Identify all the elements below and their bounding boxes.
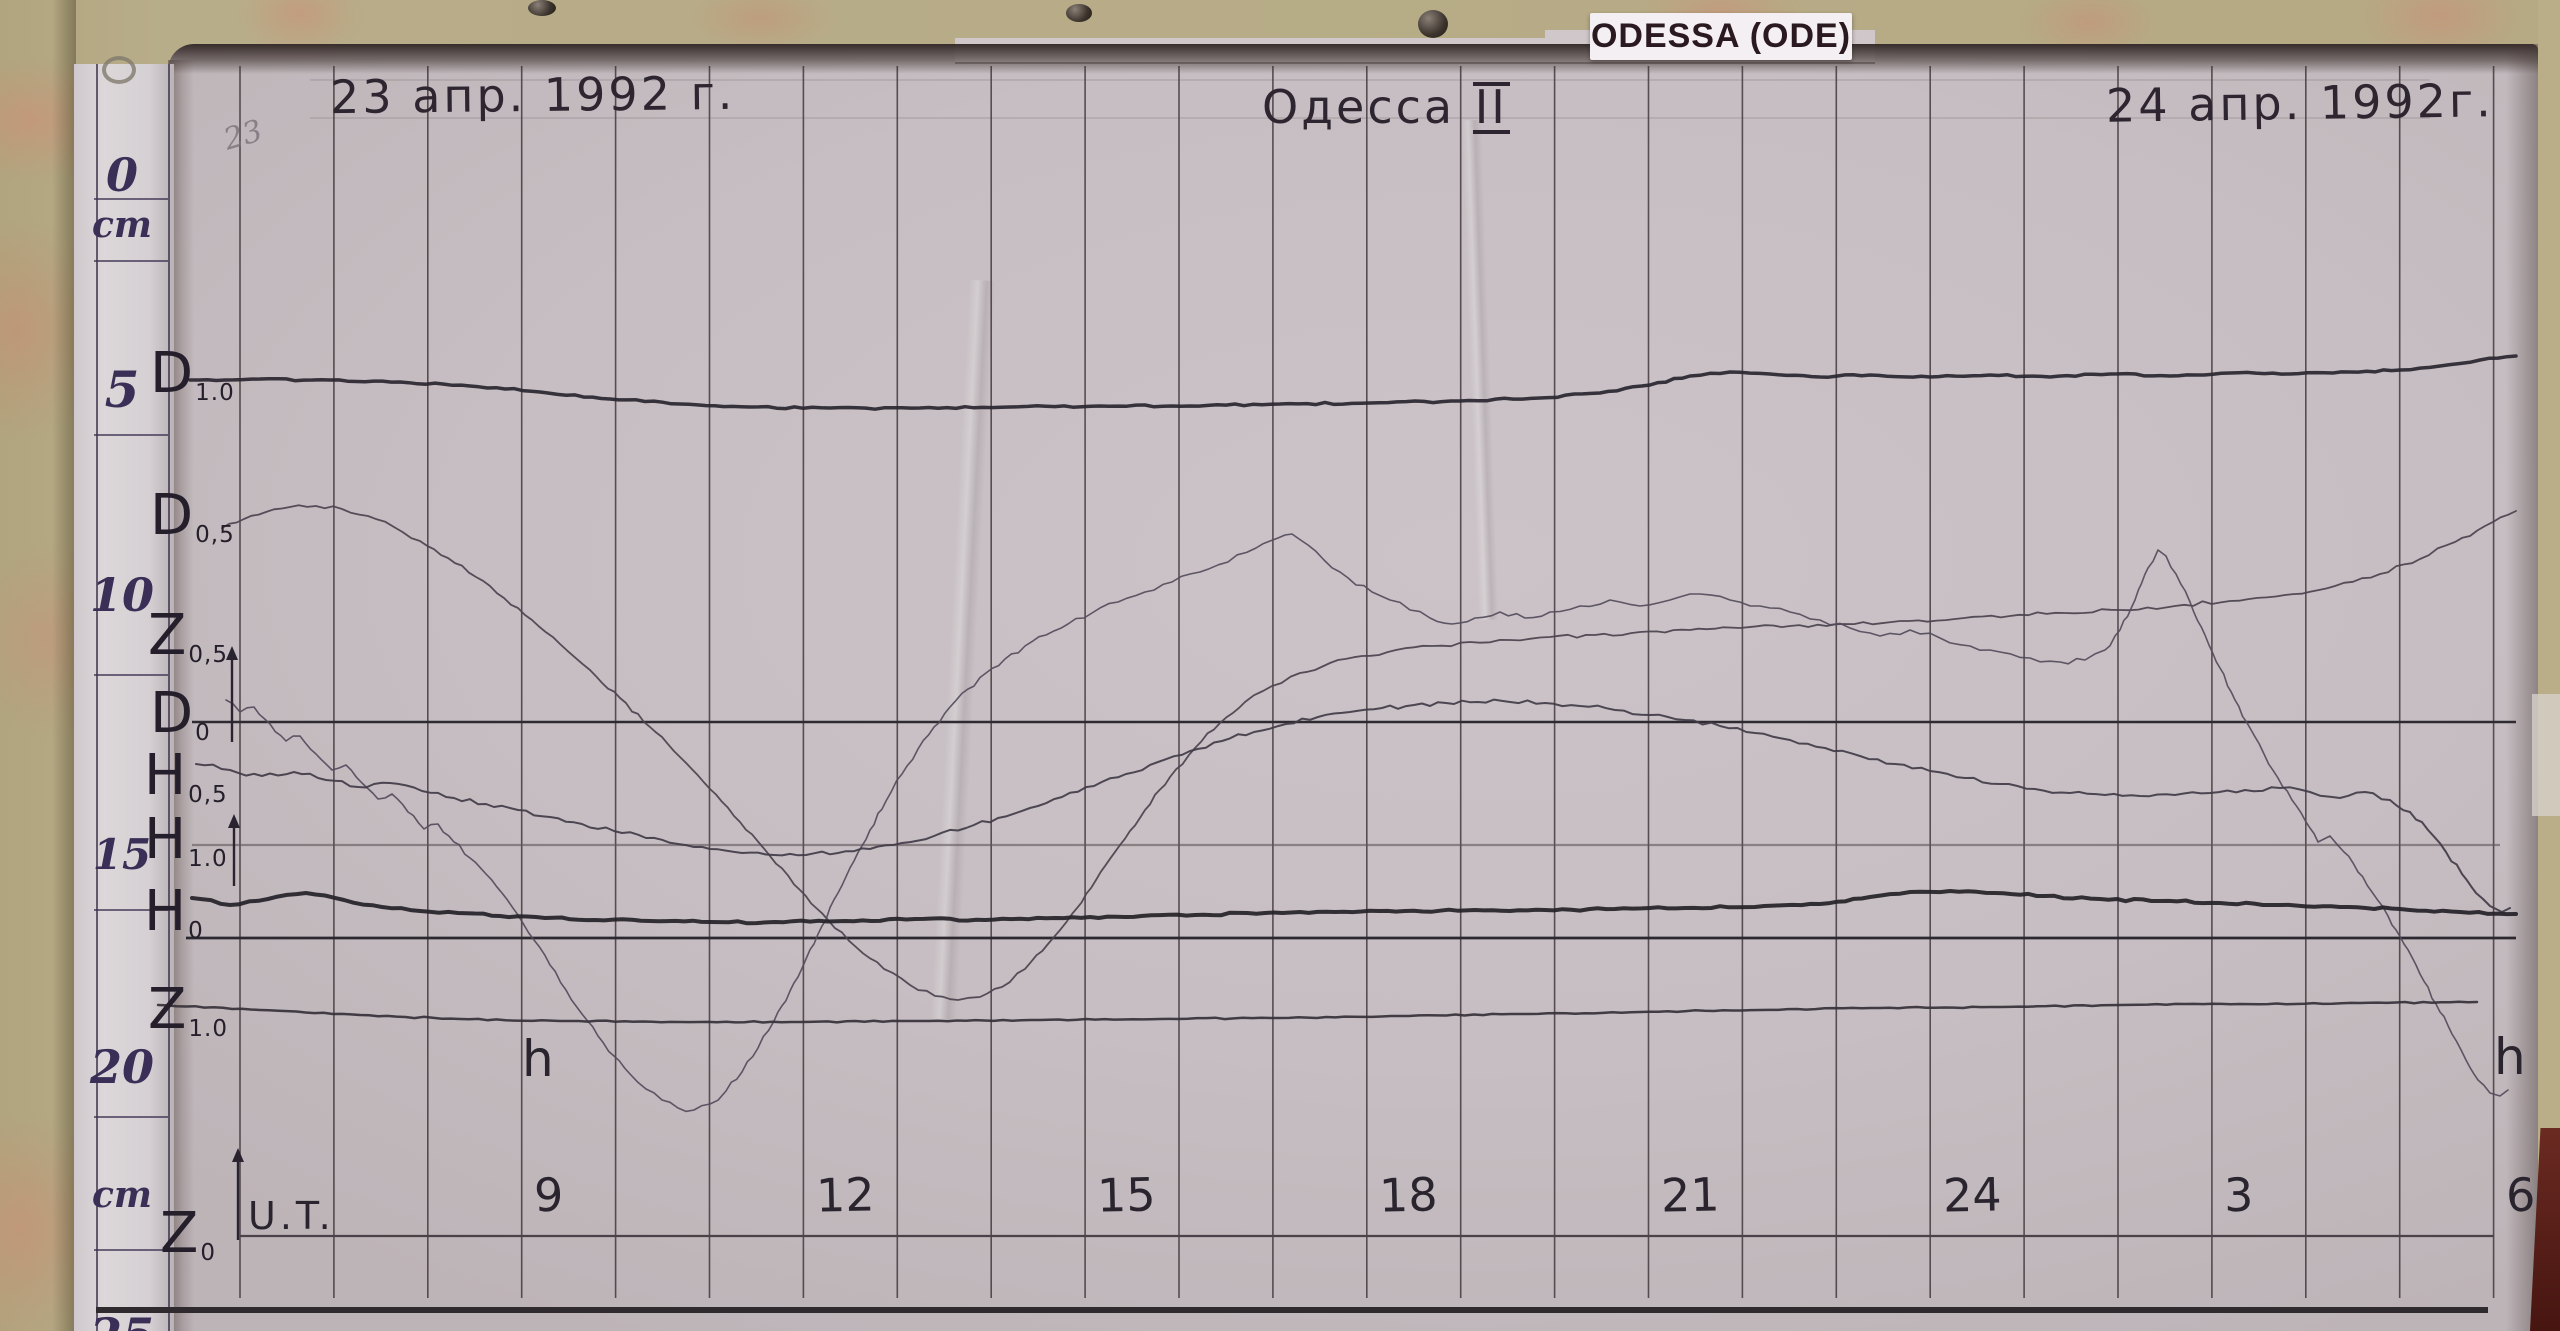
paper-right-edge: [2506, 44, 2540, 1331]
wall-gap-highlight: [2532, 694, 2560, 816]
trace-subscript: 0: [188, 918, 204, 944]
trace-H10: [190, 889, 2518, 926]
cm-ruler: 0cm5101520cm25: [74, 64, 174, 1331]
trace-label-H0,5: H 0,5: [144, 743, 228, 809]
ruler-separator: [94, 260, 168, 262]
trace-subscript: 0: [200, 1240, 217, 1266]
ut-axis-label: U.T.: [248, 1194, 335, 1238]
trace-letter: D: [150, 483, 194, 548]
trace-label-Z1.0: Z 1.0: [148, 977, 228, 1043]
trace-subscript: 0,5: [195, 522, 235, 548]
paper-top-shadow: [168, 44, 2538, 74]
ruler-mark: 15: [92, 830, 152, 879]
wall-shadow: [52, 0, 76, 1331]
trace-subscript: 1.0: [188, 846, 228, 872]
trace-letter: D: [150, 341, 194, 406]
hour-tick-label: 9: [533, 1167, 564, 1223]
ruler-mark: 20: [89, 1040, 154, 1094]
Z05-arrow-head: [226, 646, 238, 660]
trace-letter: Z: [148, 603, 187, 668]
trace-D05: [221, 504, 2517, 1001]
hour-tick-label: 12: [815, 1167, 876, 1223]
ruler-separator: [94, 674, 168, 676]
ruler-border: [96, 64, 98, 1331]
H10-arrow-head: [228, 814, 240, 828]
hour-tick-label: 24: [1942, 1167, 2003, 1223]
hour-tick-label: 3: [2223, 1167, 2254, 1223]
ruler-clip-ring: [102, 56, 136, 84]
hour-unit-right: h: [2494, 1028, 2526, 1086]
ruler-mark: 0: [105, 148, 138, 202]
date-right: 24 апр. 1992г.: [2105, 73, 2495, 133]
trace-subscript: 0,5: [188, 782, 228, 808]
ruler-separator: [94, 1249, 168, 1251]
station-label: ODESSA (ODE): [1590, 13, 1852, 60]
trace-letter: Z: [148, 977, 187, 1042]
trace-letter: H: [144, 743, 187, 808]
title-center-numeral: II: [1472, 80, 1510, 134]
trace-subscript: 1.0: [195, 380, 235, 406]
pushpin-icon: [1418, 10, 1448, 38]
trace-subscript: 0,5: [188, 642, 228, 668]
title-center-text: Одесса: [1262, 80, 1456, 134]
hour-tick-label: 15: [1096, 1167, 1157, 1223]
hour-tick-label: 18: [1378, 1167, 1439, 1223]
trace-H05: [195, 698, 2511, 913]
ruler-separator: [94, 909, 168, 911]
trace-letter: H: [144, 879, 187, 944]
trace-subscript: 1.0: [188, 1016, 228, 1042]
trace-label-D1.0: D 1.0: [150, 341, 235, 407]
trace-Z05: [225, 533, 2509, 1113]
ruler-mark: 5: [104, 360, 140, 419]
ruler-separator: [94, 198, 168, 200]
date-left: 23 апр. 1992 г.: [329, 65, 736, 125]
hour-unit-left: h: [522, 1030, 554, 1088]
ruler-border: [168, 64, 170, 1331]
ruler-mark: cm: [91, 204, 152, 246]
hour-tick-label: 21: [1660, 1167, 1721, 1223]
trace-label-D0,5: D 0,5: [150, 483, 235, 549]
trace-D10: [188, 354, 2518, 411]
trace-letter: H: [144, 807, 187, 872]
ruler-mark: 25: [74, 1308, 170, 1331]
ruler-mark: 10: [89, 568, 154, 622]
pushpin-icon: [1066, 4, 1092, 22]
trace-label-H1.0: H 1.0: [144, 807, 228, 873]
title-center: Одесса II: [1262, 80, 1510, 134]
Z0-arrow-head: [232, 1148, 244, 1162]
magnetogram-paper: [168, 44, 2538, 1331]
ruler-separator: [94, 1116, 168, 1118]
ruler-separator: [94, 434, 168, 436]
trace-letter: Z: [160, 1201, 199, 1266]
pushpin-icon: [528, 0, 556, 16]
trace-letter: D: [150, 681, 194, 746]
ruler-mark: cm: [91, 1174, 152, 1216]
trace-Z10: [156, 1000, 2479, 1024]
wall-right-strip: [2538, 0, 2560, 1331]
hour-tick-label: 6: [2505, 1167, 2536, 1223]
trace-subscript: 0: [195, 720, 211, 746]
trace-label-Z0,5: Z 0,5: [148, 603, 228, 669]
